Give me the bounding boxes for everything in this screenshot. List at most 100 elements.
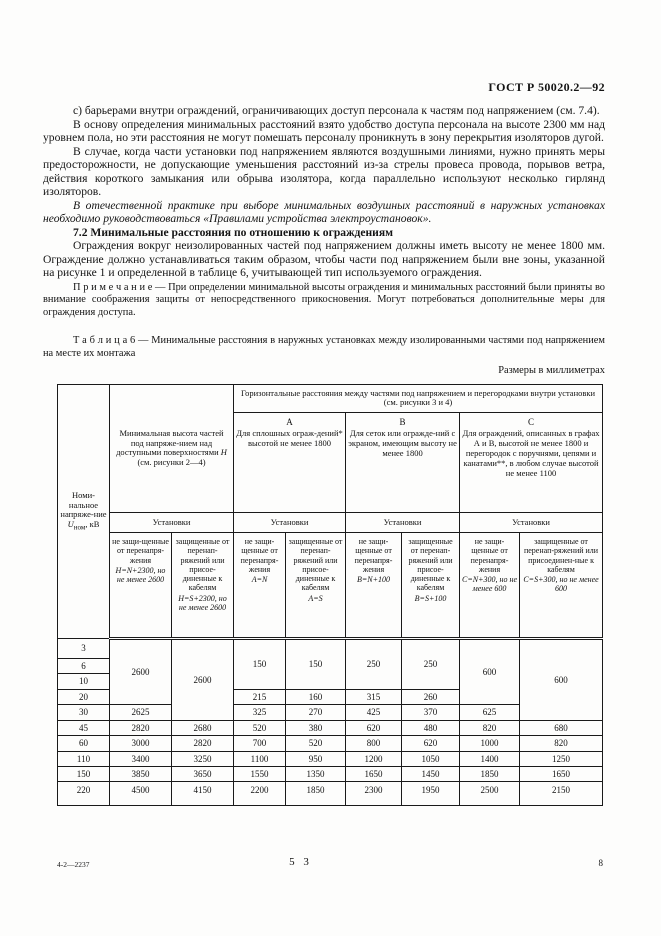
paragraph-domestic-practice: В отечественной практике при выборе мини… — [43, 198, 605, 226]
cell-b2: 370 — [401, 704, 461, 721]
cell-a2: 270 — [285, 704, 347, 721]
table-6: Номи-нальное напряже-ние Uном, кВ Минима… — [57, 383, 604, 807]
page-number: 5 3 — [289, 856, 312, 868]
cell-a1: 150 — [233, 637, 287, 690]
cell-a1: 215 — [233, 688, 287, 706]
subheader-c-protected: защищенные от перенап-ряжений или присое… — [519, 531, 604, 640]
paragraph-fence-height: Ограждения вокруг неизолированных частей… — [43, 239, 605, 279]
installations-header-a: Установки — [233, 511, 347, 533]
cell-c1: 820 — [459, 719, 521, 737]
paragraph-item-c: с) барьерами внутри ограждений, ограничи… — [73, 104, 600, 117]
cell-h2: 3250 — [170, 750, 235, 768]
subheader-a-protected: защищенные от перенап-ряжений или присое… — [285, 531, 347, 640]
cell-voltage: 30 — [57, 704, 110, 721]
cell-h1: 2600 — [109, 637, 172, 706]
cell-c1: 1850 — [459, 766, 521, 783]
header-min-height: Минимальная высота частей под напряже-ни… — [108, 383, 235, 513]
print-order-number: 4-2—2237 — [57, 860, 90, 869]
table-row: 45 2820 2680 520 380 620 480 820 680 — [57, 719, 604, 737]
header-column-c: С Для ограждений, описанных в графах А и… — [459, 411, 604, 513]
cell-b1: 425 — [345, 704, 403, 721]
cell-b1: 1200 — [345, 750, 403, 768]
cell-b2: 1450 — [401, 766, 461, 783]
cell-h2: 2600 — [170, 637, 235, 721]
header-column-a: А Для сплошных ограж-дений* высотой не м… — [233, 411, 347, 513]
cell-a2: 380 — [285, 719, 347, 737]
cell-b1: 800 — [345, 735, 403, 752]
cell-c2: 1650 — [519, 766, 604, 783]
cell-b2: 260 — [401, 688, 461, 706]
cell-a2: 1850 — [285, 781, 347, 807]
sheet-number: 8 — [598, 858, 604, 868]
cell-h2: 2820 — [170, 735, 235, 752]
body-text: с) барьерами внутри ограждений, ограничи… — [43, 104, 605, 807]
subheader-b-unprotected: не защи-щенные от перенапря-жения B=N+10… — [345, 531, 403, 640]
cell-a2: 150 — [285, 637, 347, 690]
cell-voltage: 3 — [57, 637, 110, 659]
cell-c1: 1000 — [459, 735, 521, 752]
cell-a1: 520 — [233, 719, 287, 737]
u-nom-variable: U — [67, 519, 74, 530]
cell-voltage: 110 — [57, 750, 110, 768]
installations-header-h: Установки — [108, 511, 235, 533]
column-a-description: Для сплошных ограж-дений* высотой не мен… — [236, 428, 343, 449]
cell-a1: 1100 — [233, 750, 287, 768]
table-row: 60 3000 2820 700 520 800 620 1000 820 — [57, 735, 604, 752]
cell-b2: 1950 — [401, 781, 461, 807]
cell-h2: 3650 — [170, 766, 235, 783]
table-units-label: Размеры в миллиметрах — [498, 365, 605, 377]
cell-b2: 480 — [401, 719, 461, 737]
table-row: 150 3850 3650 1550 1350 1650 1450 1850 1… — [57, 766, 604, 783]
cell-c1: 625 — [459, 704, 521, 721]
cell-voltage: 45 — [57, 719, 110, 737]
section-heading-7-2: 7.2 Минимальные расстояния по отношению … — [73, 225, 394, 239]
paragraph-overhead-lines: В случае, когда части установки под напр… — [43, 144, 605, 199]
table-row: 3 2600 2600 150 150 250 250 600 600 — [57, 637, 604, 721]
column-b-description: Для сеток или огражде-ний с экраном, име… — [348, 428, 457, 459]
subheader-a-unprotected: не защи-щенные от перенапря-жения A=N — [233, 531, 287, 640]
header-horizontal-distances: Горизонтальные расстояния между частями … — [233, 383, 604, 413]
cell-voltage: 220 — [57, 781, 110, 807]
cell-b2: 620 — [401, 735, 461, 752]
cell-c2: 820 — [519, 735, 604, 752]
cell-h2: 2680 — [170, 719, 235, 737]
cell-h1: 3850 — [109, 766, 172, 783]
cell-voltage: 20 — [57, 688, 110, 706]
cell-a1: 2200 — [233, 781, 287, 807]
installations-header-b: Установки — [345, 511, 461, 533]
subheader-c-unprotected: не защи-щенные от перенапря-жения C=N+30… — [459, 531, 521, 640]
table-row: 220 4500 4150 2200 1850 2300 1950 2500 2… — [57, 781, 604, 807]
cell-c2: 2150 — [519, 781, 604, 807]
cell-h1: 2820 — [109, 719, 172, 737]
cell-c1: 600 — [459, 637, 521, 706]
cell-a1: 325 — [233, 704, 287, 721]
cell-b2: 250 — [401, 637, 461, 690]
cell-c2: 680 — [519, 719, 604, 737]
header-column-b: В Для сеток или огражде-ний с экраном, и… — [345, 411, 461, 513]
cell-voltage: 10 — [57, 673, 110, 690]
cell-h1: 2625 — [109, 704, 172, 721]
subheader-b-protected: защищенные от перенап-ряжений или присое… — [401, 531, 461, 640]
cell-c1: 2500 — [459, 781, 521, 807]
cell-b2: 1050 — [401, 750, 461, 768]
paragraph-basis: В основу определения минимальных расстоя… — [43, 117, 605, 145]
column-b-letter: В — [399, 416, 406, 427]
cell-voltage: 60 — [57, 735, 110, 752]
standard-number: ГОСТ Р 50020.2—92 — [488, 80, 605, 94]
cell-h2: 4150 — [170, 781, 235, 807]
column-a-letter: А — [286, 416, 293, 427]
cell-h1: 3400 — [109, 750, 172, 768]
table-caption: Т а б л и ц а 6 — Минимальные расстояния… — [43, 335, 605, 359]
cell-c2: 600 — [519, 637, 604, 721]
cell-a2: 520 — [285, 735, 347, 752]
cell-b1: 620 — [345, 719, 403, 737]
column-c-description: Для ограждений, описанных в графах А и В… — [462, 428, 600, 478]
cell-h1: 3000 — [109, 735, 172, 752]
cell-b1: 315 — [345, 688, 403, 706]
cell-b1: 2300 — [345, 781, 403, 807]
cell-a2: 950 — [285, 750, 347, 768]
installations-header-c: Установки — [459, 511, 604, 533]
cell-a1: 700 — [233, 735, 287, 752]
h-variable: H — [220, 447, 227, 458]
